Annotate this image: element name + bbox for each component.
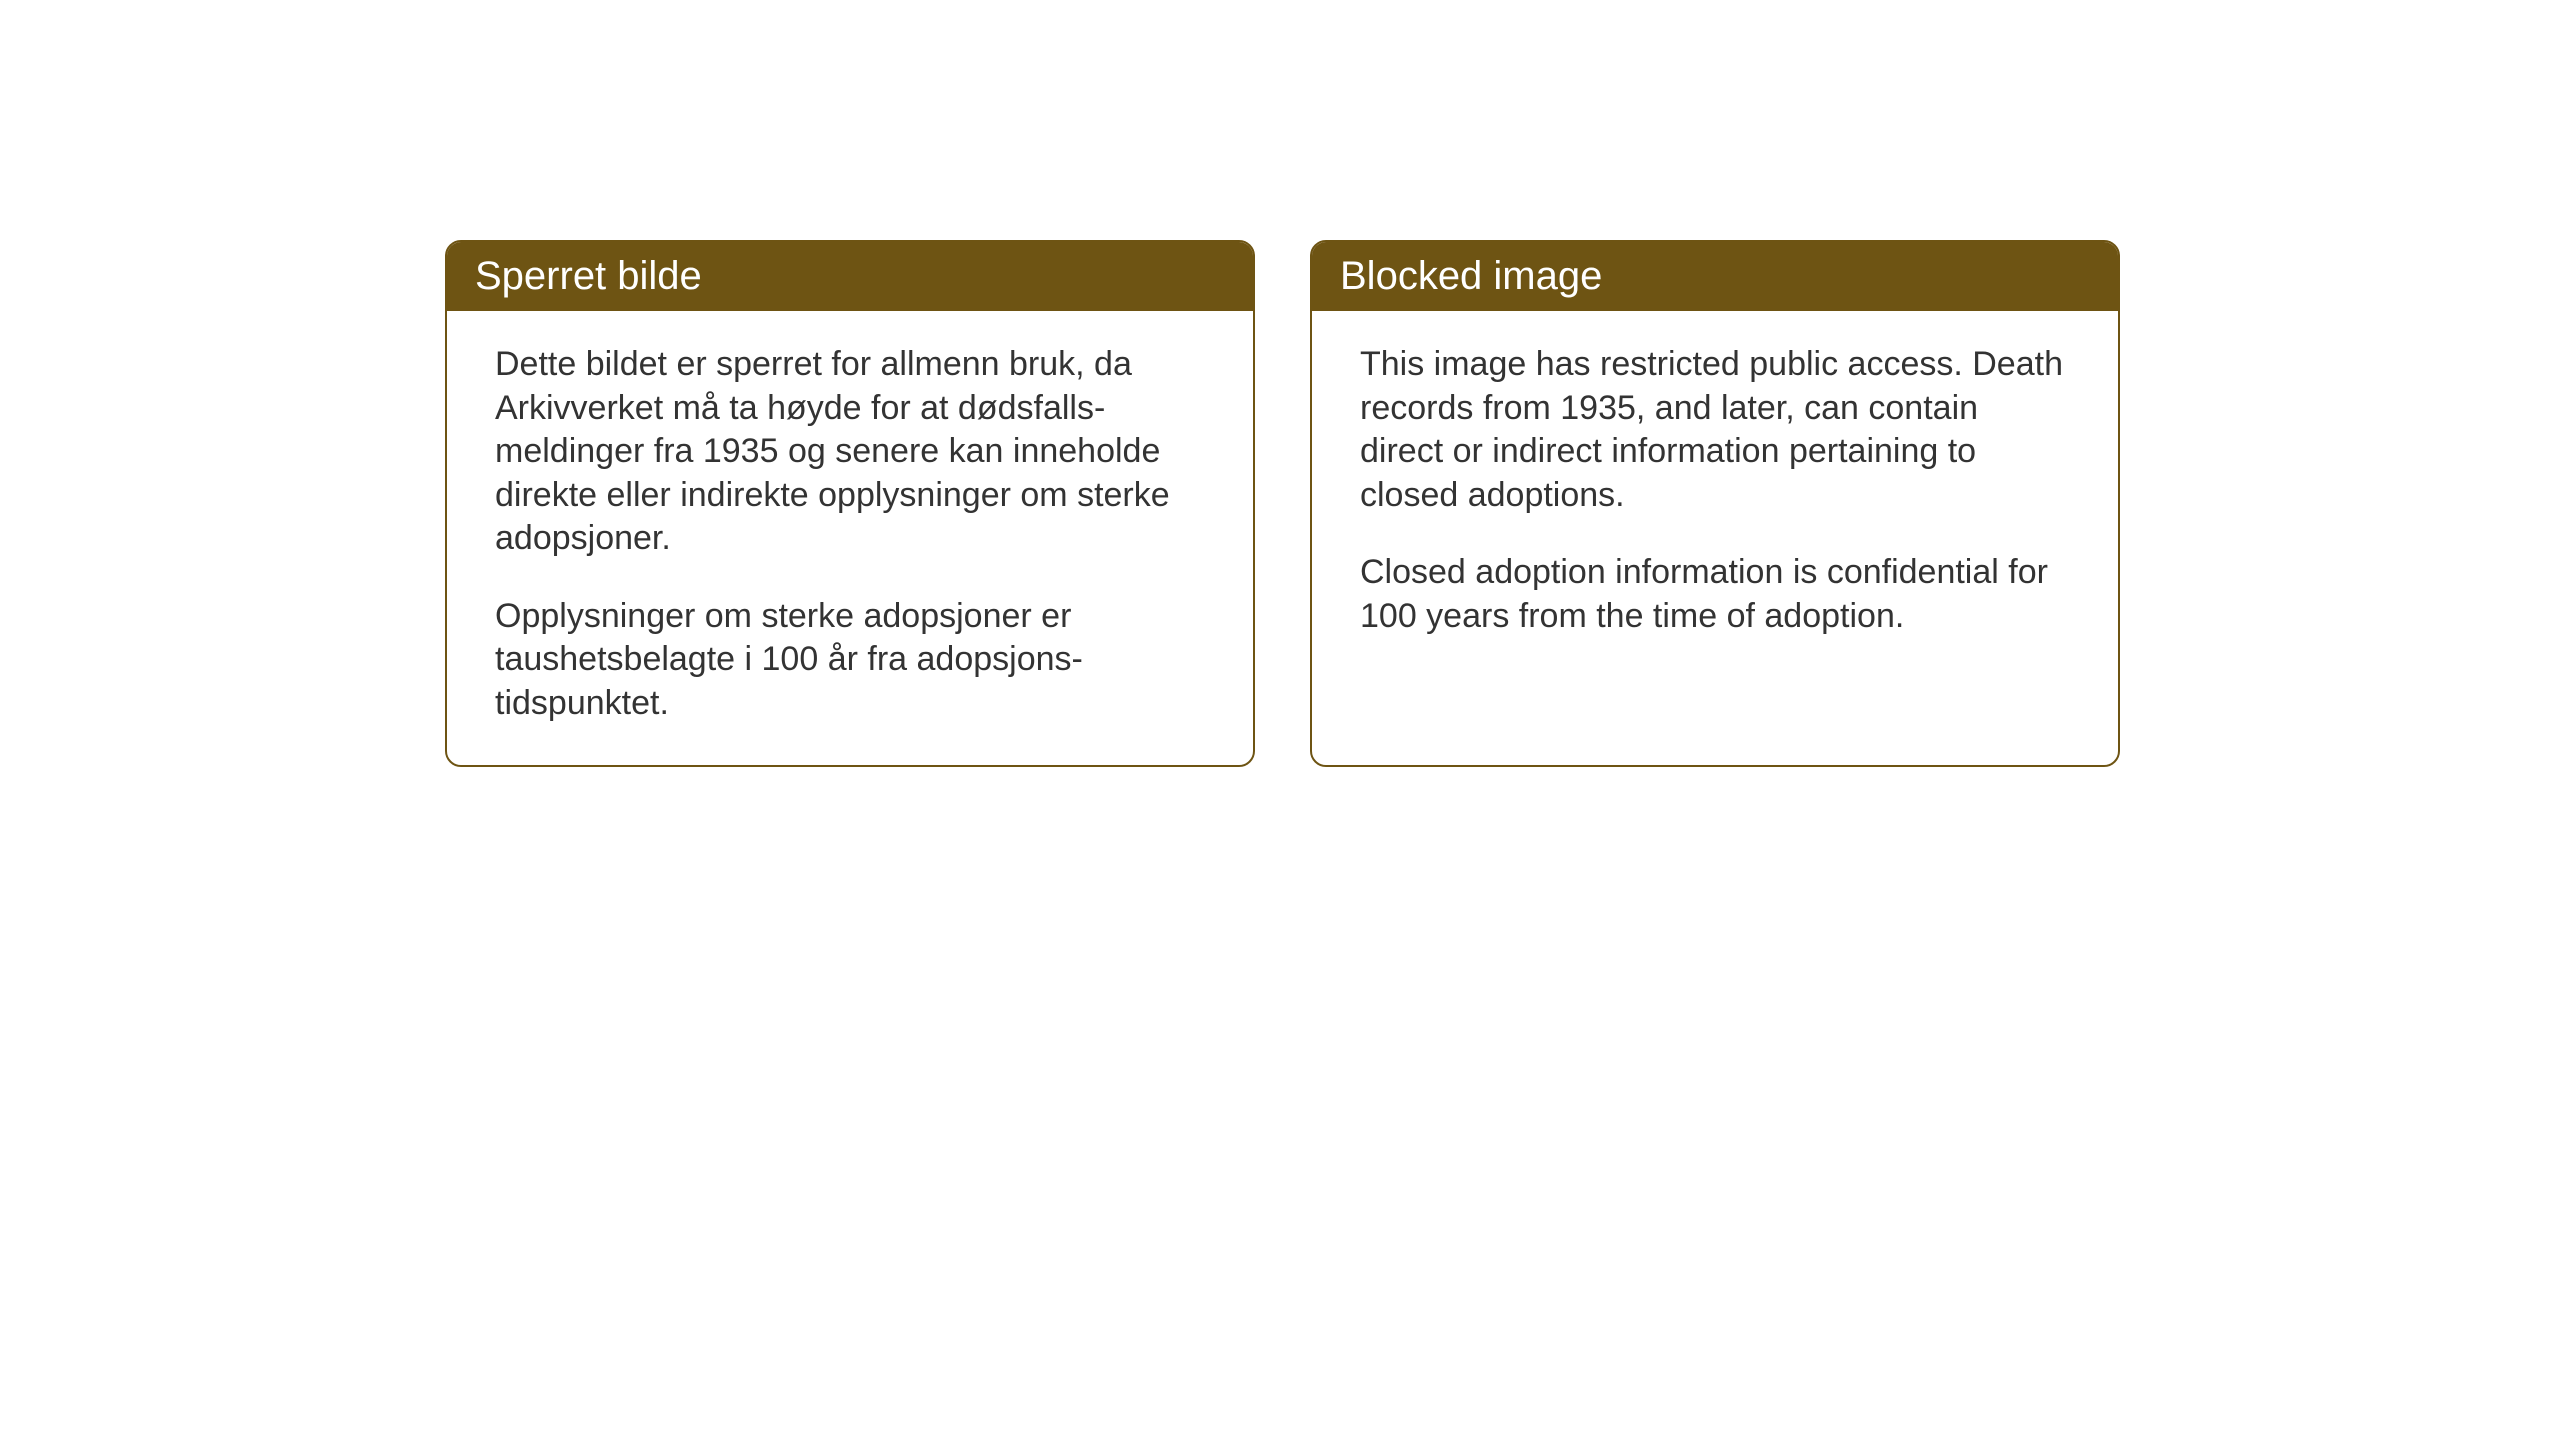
- card-title: Blocked image: [1340, 254, 1602, 298]
- notice-card-english: Blocked image This image has restricted …: [1310, 240, 2120, 767]
- card-title: Sperret bilde: [475, 254, 702, 298]
- notice-container: Sperret bilde Dette bildet er sperret fo…: [445, 240, 2120, 767]
- notice-card-norwegian: Sperret bilde Dette bildet er sperret fo…: [445, 240, 1255, 767]
- card-paragraph: Closed adoption information is confident…: [1360, 551, 2070, 638]
- card-paragraph: This image has restricted public access.…: [1360, 343, 2070, 517]
- card-header-norwegian: Sperret bilde: [447, 242, 1253, 311]
- card-header-english: Blocked image: [1312, 242, 2118, 311]
- card-paragraph: Dette bildet er sperret for allmenn bruk…: [495, 343, 1205, 561]
- card-body-norwegian: Dette bildet er sperret for allmenn bruk…: [447, 311, 1253, 765]
- card-body-english: This image has restricted public access.…: [1312, 311, 2118, 721]
- card-paragraph: Opplysninger om sterke adopsjoner er tau…: [495, 595, 1205, 726]
